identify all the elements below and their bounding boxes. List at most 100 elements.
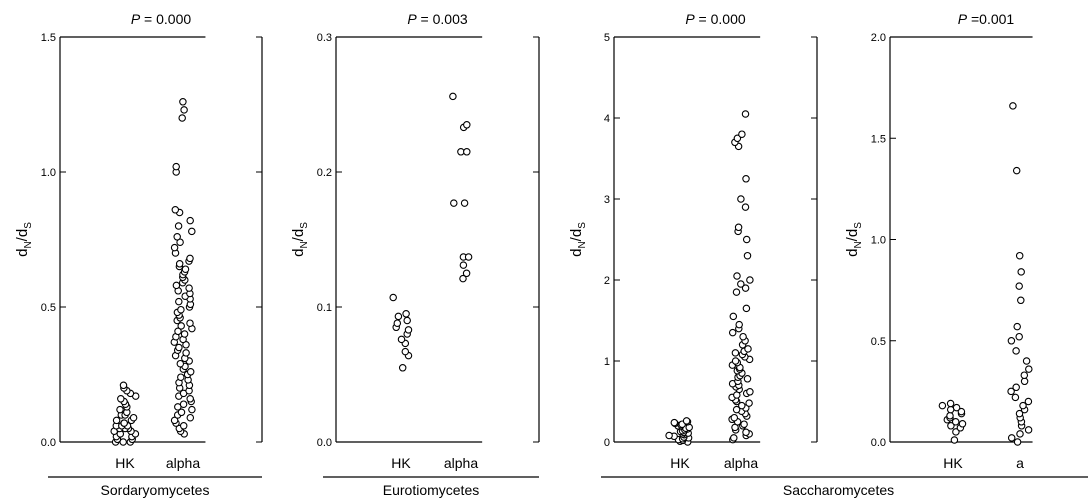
- panel-title: P =0.001: [958, 11, 1015, 27]
- data-point: [1012, 383, 1020, 392]
- data-point: [1022, 357, 1031, 365]
- data-point: [394, 312, 403, 321]
- data-point: [1013, 322, 1021, 331]
- data-point: [186, 395, 194, 403]
- data-point: [129, 413, 138, 422]
- data-point: [746, 276, 754, 284]
- y-tick-label: 0.3: [317, 32, 332, 44]
- data-point: [740, 420, 748, 428]
- data-point: [463, 148, 471, 156]
- group-1: Sordaryomycetes: [48, 476, 262, 498]
- y-tick-label: 0.2: [317, 167, 332, 179]
- data-point: [746, 388, 754, 396]
- data-point: [397, 335, 406, 344]
- data-point: [1025, 365, 1033, 373]
- data-point: [181, 265, 190, 273]
- data-point: [947, 422, 955, 430]
- data-point: [171, 206, 180, 214]
- data-point: [1016, 430, 1024, 438]
- data-point: [180, 330, 189, 338]
- data-point: [744, 345, 752, 353]
- data-point: [1017, 296, 1025, 305]
- data-point: [1015, 282, 1023, 290]
- data-point: [1007, 337, 1016, 345]
- data-point: [176, 359, 185, 368]
- data-point: [174, 327, 182, 336]
- data-point: [1015, 332, 1023, 341]
- y-axis-label: dN/dS: [568, 222, 588, 257]
- group-label: Saccharomycetes: [783, 482, 894, 498]
- y-tick-label: 1: [604, 356, 610, 368]
- group-3: Saccharomycetes: [601, 476, 1088, 498]
- data-point: [682, 417, 691, 425]
- data-point: [1019, 401, 1027, 410]
- data-point: [186, 319, 194, 327]
- data-point: [1015, 251, 1024, 260]
- data-point: [1009, 102, 1017, 110]
- data-point: [182, 349, 190, 357]
- data-point: [389, 293, 397, 302]
- data-point: [170, 416, 179, 425]
- data-point: [742, 175, 750, 183]
- data-point: [952, 428, 960, 436]
- category-label: HK: [943, 455, 963, 471]
- y-axis-label: dN/dS: [844, 222, 864, 257]
- panel-1: 0.0 0.5 1.0 1.5 P = 0.000 dN/dS HK alpha: [14, 11, 263, 471]
- y-tick-label: 0.0: [871, 437, 886, 449]
- y-tick-label: 4: [604, 113, 610, 125]
- data-point: [178, 114, 186, 122]
- data-point: [739, 332, 747, 341]
- y-axis-label: dN/dS: [14, 222, 34, 257]
- data-point: [404, 326, 413, 334]
- data-point: [180, 106, 188, 114]
- data-point: [450, 199, 458, 207]
- panel-2: 0.0 0.1 0.2 0.3 P = 0.003 dN/dS HK alpha: [290, 11, 540, 471]
- data-point: [188, 405, 196, 414]
- data-point: [119, 381, 128, 390]
- y-tick-label: 0.0: [317, 437, 332, 449]
- data-point: [735, 320, 743, 329]
- data-point: [1007, 387, 1015, 396]
- data-point: [186, 254, 194, 263]
- group-2: Eurotiomycetes: [323, 476, 539, 498]
- data-point: [1007, 434, 1016, 442]
- data-point: [172, 162, 180, 171]
- category-label: HK: [115, 455, 135, 471]
- data-point: [175, 260, 184, 268]
- data-point: [463, 121, 471, 129]
- data-point: [738, 130, 746, 138]
- data-point: [733, 134, 742, 143]
- data-point: [177, 305, 185, 314]
- y-axis-label: dN/dS: [290, 222, 310, 257]
- data-point: [177, 408, 186, 417]
- y-tick-label: 1.0: [871, 235, 886, 247]
- data-point: [741, 284, 750, 292]
- data-point: [1024, 397, 1033, 406]
- data-point: [729, 312, 738, 321]
- data-point: [741, 203, 750, 211]
- y-tick-label: 5: [604, 32, 610, 44]
- data-point: [946, 399, 955, 408]
- data-point: [742, 235, 751, 244]
- data-point: [1024, 426, 1033, 434]
- y-tick-label: 0.5: [41, 302, 56, 314]
- panel-4: 0.0 0.5 1.0 1.5 2.0 P =0.001 dN/dS HK a: [844, 11, 1033, 471]
- data-point: [174, 222, 183, 230]
- data-point: [459, 261, 468, 269]
- data-point: [401, 347, 410, 356]
- data-point: [957, 407, 966, 416]
- data-point: [172, 281, 181, 290]
- data-point: [186, 216, 194, 225]
- data-point: [745, 399, 753, 407]
- data-point: [170, 243, 179, 252]
- data-point: [952, 403, 961, 412]
- data-point: [175, 297, 183, 306]
- data-point: [1015, 409, 1024, 418]
- data-point: [738, 401, 746, 410]
- data-point: [398, 364, 407, 372]
- data-point: [1012, 347, 1020, 355]
- data-point: [938, 401, 947, 410]
- data-point: [403, 316, 411, 325]
- y-tick-label: 1.0: [41, 167, 56, 179]
